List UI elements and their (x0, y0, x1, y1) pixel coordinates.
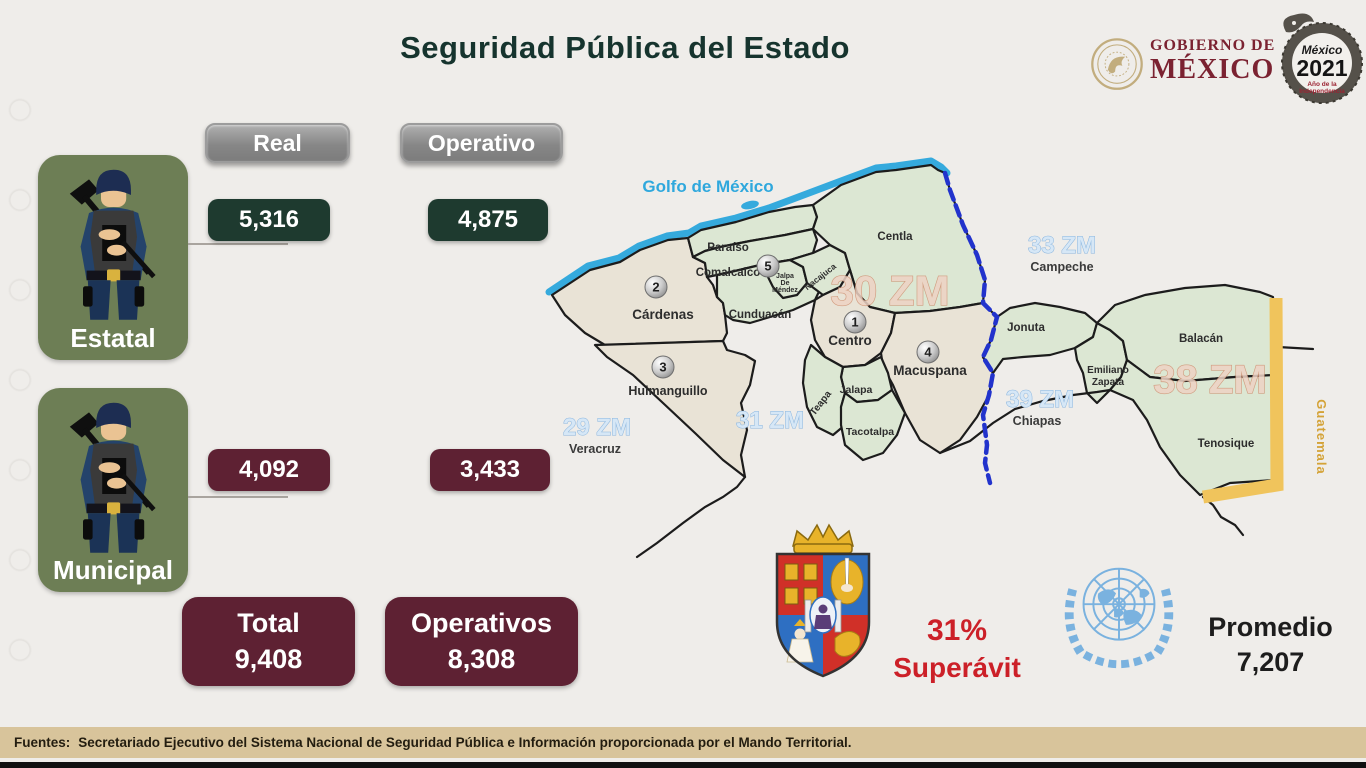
label-comalcalco: Comalcalco (696, 267, 761, 279)
left-edge-watermark (0, 80, 42, 700)
municipal-card: Municipal (38, 388, 188, 592)
zone-label-31zm: 31 ZM (736, 407, 804, 434)
sources-footer: Fuentes: Secretariado Ejecutivo del Siste… (0, 727, 1366, 758)
label-centro: Centro (828, 333, 872, 348)
label-jonuta: Jonuta (1007, 322, 1045, 334)
svg-text:4: 4 (924, 345, 932, 360)
zone-label-33zm: 33 ZM (1028, 232, 1096, 259)
municipal-label: Municipal (53, 555, 173, 585)
neighbour-zone-labels: 29 ZM Veracruz 31 ZM 33 ZM Campeche 39 Z… (562, 232, 1096, 457)
superavit-value: 31% (926, 614, 988, 647)
promedio-stat: Promedio 7,207 (1188, 610, 1353, 680)
footer-text: Secretariado Ejecutivo del Sistema Nacio… (78, 735, 852, 750)
page-title: Seguridad Pública del Estado (400, 30, 850, 65)
svg-text:2: 2 (652, 280, 659, 295)
operativos-value: 8,308 (447, 643, 516, 674)
marker-3: 3 (651, 355, 675, 379)
municipality-shapes (550, 163, 1277, 497)
total-label: Total (237, 608, 300, 639)
label-emiliano-1: Emiliano (1087, 365, 1129, 376)
label-tenosique: Tenosique (1198, 438, 1255, 450)
badge-mexico-text: México (1302, 43, 1343, 57)
badge-year-text: 2021 (1296, 55, 1347, 81)
estatal-label: Estatal (70, 323, 156, 353)
column-header-operativo: Operativo (400, 123, 563, 163)
label-centla: Centla (877, 231, 913, 243)
municipal-real-value: 4,092 (208, 449, 330, 491)
superavit-stat: 31% Superávit (872, 612, 1042, 685)
guatemala-border-stripe (1201, 297, 1284, 504)
sea-label: Golfo de México (642, 177, 773, 196)
municipality-huimanguillo (593, 339, 757, 479)
marker-1: 1 (843, 310, 867, 334)
label-macuspana: Macuspana (893, 363, 967, 378)
label-jalpa-3: Méndez (772, 287, 798, 294)
zone-label-39zm: 39 ZM (1006, 386, 1074, 413)
operativos-box: Operativos 8,308 (385, 597, 578, 686)
zone-number-markers: 1 2 3 4 5 (644, 254, 940, 379)
svg-text:5: 5 (764, 259, 771, 274)
label-cardenas: Cárdenas (632, 307, 694, 322)
municipality-labels: Paraíso Comalcalco Cárdenas Cunduacán Ja… (628, 231, 1254, 450)
gobierno-line1: GOBIERNO DE (1150, 37, 1276, 54)
police-officer-icon (53, 398, 173, 554)
bottom-black-bar (0, 762, 1366, 768)
marker-4: 4 (916, 340, 940, 364)
label-emiliano-2: Zapata (1092, 377, 1125, 388)
estatal-real-value: 5,316 (208, 199, 330, 241)
municipal-connector-line (188, 496, 288, 498)
promedio-label: Promedio (1208, 612, 1333, 642)
estatal-connector-line (188, 243, 288, 245)
footer-prefix: Fuentes: (14, 735, 71, 750)
tabasco-map: Golfo de México 30 ZM 38 ZM 29 ZM Veracr… (545, 157, 1329, 559)
label-jalapa: Jalapa (840, 384, 873, 396)
zone-label-29zm: 29 ZM (563, 414, 631, 441)
municipality-tacotalpa (839, 388, 907, 462)
total-box: Total 9,408 (182, 597, 355, 686)
police-officer-icon (53, 165, 173, 321)
zone-label-30zm: 30 ZM (830, 267, 949, 314)
label-jalpa-1: Jalpa (776, 273, 794, 280)
guatemala-label: Guatemala (1314, 399, 1329, 474)
label-paraiso: Paraíso (707, 242, 749, 254)
zone-sub-veracruz: Veracruz (569, 442, 621, 456)
estatal-card: Estatal (38, 155, 188, 360)
label-cunduacan: Cunduacán (729, 309, 792, 321)
gobierno-line2: MÉXICO (1150, 53, 1275, 85)
label-balacan: Balacán (1179, 333, 1223, 345)
united-nations-emblem (1064, 567, 1174, 669)
zone-sub-chiapas: Chiapas (1013, 414, 1062, 428)
gobierno-de-mexico-wordmark: GOBIERNO DE MÉXICO (1150, 37, 1276, 85)
badge-sub1-text: Año de la (1307, 81, 1337, 88)
promedio-value: 7,207 (1236, 647, 1305, 678)
mexico-eagle-seal-icon (1091, 38, 1143, 90)
mexico-2021-badge: México 2021 Año de la Independencia (1281, 13, 1363, 104)
municipality-tenosique (1108, 358, 1277, 497)
zone-sub-campeche: Campeche (1030, 260, 1093, 274)
operativos-label: Operativos (410, 608, 553, 639)
badge-sub2-text: Independencia (1299, 88, 1345, 95)
superavit-label: Superávit (893, 651, 1021, 683)
zone-label-38zm: 38 ZM (1153, 358, 1266, 402)
tabasco-coat-of-arms (775, 523, 871, 678)
svg-text:1: 1 (851, 315, 858, 330)
column-header-real: Real (205, 123, 350, 163)
estatal-operativo-value: 4,875 (428, 199, 548, 241)
label-huimanguillo: Huimanguillo (628, 384, 708, 398)
label-tacotalpa: Tacotalpa (846, 426, 894, 438)
marker-2: 2 (644, 275, 668, 299)
svg-text:3: 3 (659, 360, 666, 375)
municipal-operativo-value: 3,433 (430, 449, 550, 491)
label-jalpa-2: De (781, 280, 790, 287)
river-usumacinta (942, 170, 1000, 486)
marker-5: 5 (756, 254, 780, 278)
total-value: 9,408 (234, 643, 303, 674)
